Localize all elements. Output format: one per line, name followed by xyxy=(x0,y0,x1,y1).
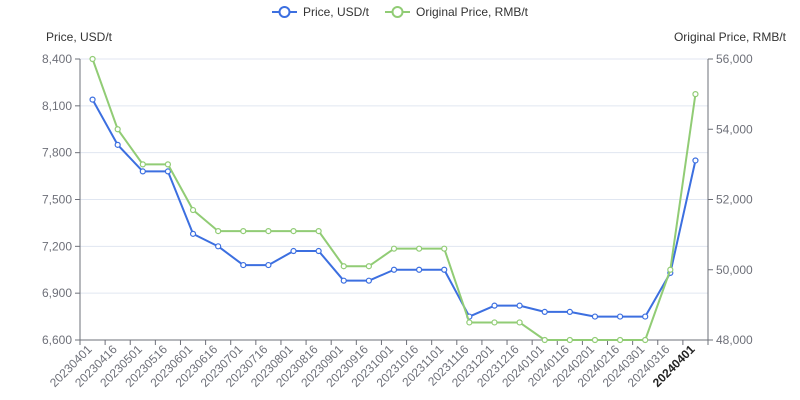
series-0-point xyxy=(516,302,523,309)
series-0-point xyxy=(265,261,272,269)
series-1-point xyxy=(390,245,398,252)
series-1-point xyxy=(164,161,172,168)
series-line-0 xyxy=(91,99,697,318)
series-0-point xyxy=(491,302,498,309)
series-0-point xyxy=(390,266,398,273)
y-axis-right-tick-label: 50,000 xyxy=(716,263,753,277)
series-0-point xyxy=(189,230,197,237)
y-axis-right-tick-label: 54,000 xyxy=(716,122,753,136)
series-1-point xyxy=(466,319,473,326)
y-axis-right-tick-label: 56,000 xyxy=(716,52,753,66)
series-0-point xyxy=(616,313,624,320)
series-1-point xyxy=(189,206,197,214)
y-axis-left-tick-label: 6,900 xyxy=(42,286,72,300)
series-0-point xyxy=(315,247,322,255)
legend: Price, USD/t Original Price, RMB/t xyxy=(0,3,800,21)
legend-swatch-price-usd-icon xyxy=(271,6,297,18)
series-0-point xyxy=(566,308,573,315)
legend-swatch-original-price-rmb-icon xyxy=(384,6,410,18)
series-0-point xyxy=(240,261,247,269)
series-1-point xyxy=(290,228,297,235)
y-axis-left-tick-label: 7,500 xyxy=(42,193,72,207)
series-1-point xyxy=(365,263,372,270)
series-0-point xyxy=(441,266,448,273)
series-1-point xyxy=(265,228,272,235)
legend-item-original-price-rmb[interactable]: Original Price, RMB/t xyxy=(384,5,529,19)
series-1-point xyxy=(441,245,448,252)
y-axis-left-tick-label: 6,600 xyxy=(42,333,72,347)
series-1-point xyxy=(240,228,247,235)
series-1-point xyxy=(416,245,423,252)
series-0-point xyxy=(416,266,423,273)
y-axis-left-tick-label: 7,800 xyxy=(42,146,72,160)
series-1-point xyxy=(541,336,548,344)
series-1-point xyxy=(616,336,624,344)
legend-label-original-price-rmb: Original Price, RMB/t xyxy=(415,5,529,19)
y-axis-left-title: Price, USD/t xyxy=(46,30,113,44)
y-axis-left-tick-label: 7,200 xyxy=(42,239,72,253)
series-0-point xyxy=(642,313,649,320)
series-1-point xyxy=(566,336,573,344)
series-0-point xyxy=(591,313,599,320)
series-1-point xyxy=(516,319,523,326)
y-axis-right-title: Original Price, RMB/t xyxy=(673,30,786,44)
legend-label-price-usd: Price, USD/t xyxy=(302,5,369,19)
series-1-point xyxy=(114,126,121,133)
series-1-point xyxy=(692,91,699,98)
y-axis-right-tick-label: 48,000 xyxy=(716,333,753,347)
series-1-point xyxy=(591,336,599,344)
series-0-point xyxy=(164,168,172,175)
series-1-point xyxy=(215,228,222,235)
series-1-point xyxy=(667,266,674,273)
series-1-point xyxy=(139,161,146,168)
series-1-point xyxy=(340,263,347,270)
legend-item-price-usd[interactable]: Price, USD/t xyxy=(271,5,369,19)
series-0-point xyxy=(365,277,372,284)
series-0-point xyxy=(290,247,297,255)
series-0-point xyxy=(541,308,548,315)
y-axis-right-tick-label: 52,000 xyxy=(716,193,753,207)
series-1-point xyxy=(89,55,96,63)
series-0-point xyxy=(340,277,347,284)
series-1-point xyxy=(491,319,498,326)
y-axis-left-tick-label: 8,400 xyxy=(42,52,72,66)
series-0-point xyxy=(692,157,699,164)
series-0-point xyxy=(139,168,146,175)
series-0-point xyxy=(114,141,121,148)
series-0-point xyxy=(215,243,222,250)
series-1-point xyxy=(642,336,649,344)
y-axis-left-tick-label: 8,100 xyxy=(42,99,72,113)
series-1-point xyxy=(315,228,322,235)
series-0-point xyxy=(89,96,96,103)
